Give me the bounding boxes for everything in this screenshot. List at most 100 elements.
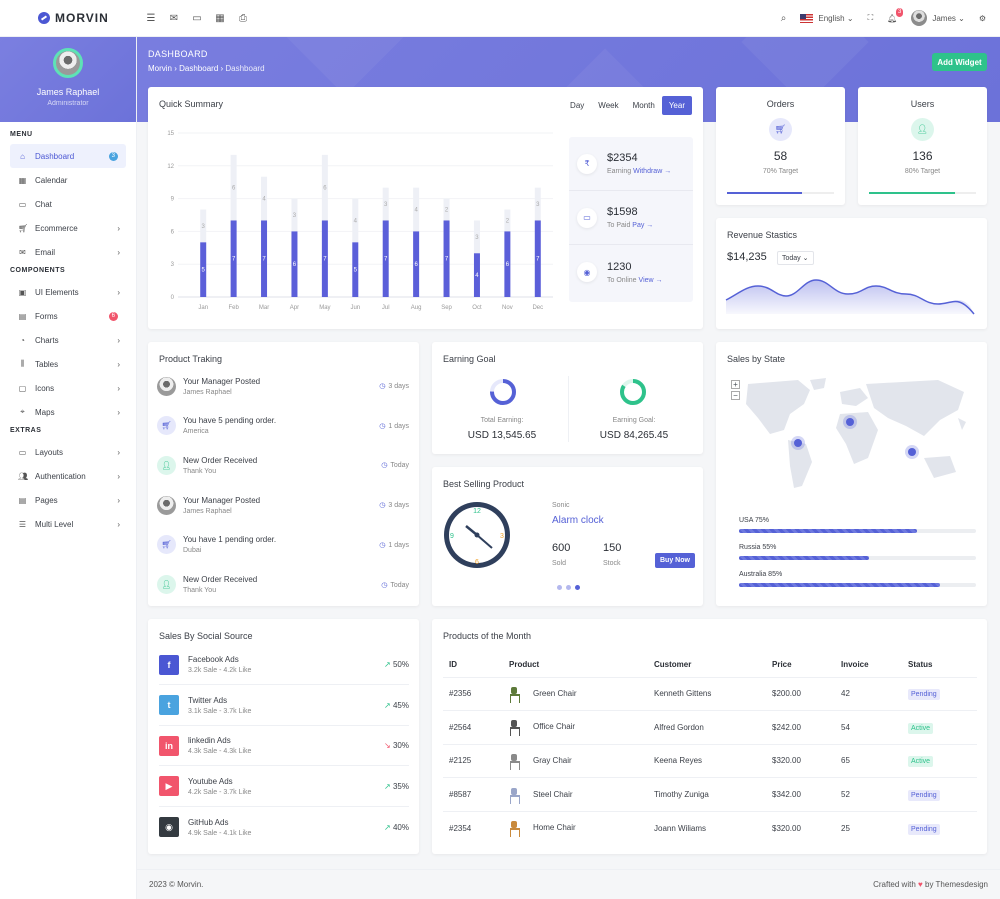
menu-toggle-icon[interactable]: ☰ — [146, 12, 156, 24]
list-item[interactable]: Your Manager Posted James Raphael ◷ 3 days — [157, 487, 409, 523]
goal-label: Earning Goal: — [612, 417, 656, 424]
bar-segment-bottom[interactable] — [443, 220, 450, 297]
sidebar-item-forms[interactable]: ▤ Forms 6 — [10, 304, 126, 328]
bar-segment-bottom[interactable] — [504, 231, 511, 297]
bar-segment-bottom[interactable] — [352, 242, 359, 297]
social-source-card: Sales By Social Source f Facebook Ads 3.2k… — [148, 619, 419, 854]
list-item[interactable]: ◉ GitHub Ads 4.9k Sale - 4.1k Like ↗ 40% — [159, 807, 409, 847]
sidebar-item-calendar[interactable]: ▦ Calendar — [10, 168, 126, 192]
mail-icon[interactable]: ✉ — [169, 12, 179, 24]
bar-segment-top[interactable] — [443, 198, 450, 221]
us-flag-icon — [800, 13, 814, 23]
state-label: Russia 55% — [739, 544, 777, 551]
crumb-section[interactable]: Dashboard — [179, 64, 219, 73]
list-item[interactable]: 👤︎ New Order Received Thank You ◷ Today — [157, 567, 409, 603]
buy-now-button[interactable]: Buy Now — [655, 553, 695, 568]
sidebar-item-email[interactable]: ✉ Email › — [10, 240, 126, 264]
language-select[interactable]: English ⌄ — [800, 13, 854, 23]
table-row[interactable]: #2564 Office Chair Alfred Gordon $242.00 54 A… — [443, 710, 977, 745]
sidebar-item-ecommerce[interactable]: 🛒︎ Ecommerce › — [10, 216, 126, 240]
add-widget-button[interactable]: Add Widget — [932, 53, 987, 71]
bar-segment-bottom[interactable] — [473, 253, 480, 297]
bar-segment-bottom[interactable] — [382, 220, 389, 297]
carousel-dot[interactable] — [566, 585, 571, 590]
list-item[interactable]: 👤︎ New Order Received Thank You ◷ Today — [157, 447, 409, 483]
chat-icon[interactable]: ▭ — [192, 12, 202, 24]
sidebar-avatar[interactable] — [53, 48, 83, 78]
stat-link[interactable]: View → — [638, 276, 663, 284]
list-item[interactable]: 🛒︎ You have 5 pending order. America ◷ 1 day… — [157, 408, 409, 444]
stat-link[interactable]: Withdraw → — [633, 168, 672, 175]
bar-segment-bottom[interactable] — [321, 220, 328, 297]
bar-segment-bottom[interactable] — [230, 220, 237, 297]
list-item[interactable]: f Facebook Ads 3.2k Sale - 4.2k Like ↗ 50% — [159, 645, 409, 685]
table-row[interactable]: #8587 Steel Chair Timothy Zuniga $342.00 52 P… — [443, 777, 977, 812]
search-icon[interactable]: ⌕ — [780, 12, 787, 24]
fullscreen-icon[interactable]: ⛶ — [867, 13, 874, 22]
zoom-out-button[interactable]: − — [731, 391, 740, 400]
time-label: Today — [390, 581, 409, 589]
notifications-button[interactable]: 🔔︎ 3 — [887, 7, 904, 23]
bar-data-label: 6 — [414, 262, 418, 268]
list-item[interactable]: ▶ Youtube Ads 4.2k Sale - 3.7k Like ↗ 35% — [159, 767, 409, 807]
time-label: 1 days — [388, 422, 409, 430]
bar-segment-top[interactable] — [382, 187, 389, 221]
sidebar-item-ui-elements[interactable]: ▣ UI Elements › — [10, 280, 126, 304]
tab-week[interactable]: Week — [598, 101, 619, 110]
table-row[interactable]: #2125 Gray Chair Keena Reyes $320.00 65 Activ… — [443, 744, 977, 779]
bar-segment-top[interactable] — [230, 154, 237, 221]
sidebar-item-pages[interactable]: ▤ Pages › — [10, 488, 126, 512]
bar-segment-top[interactable] — [473, 220, 480, 254]
table-row[interactable]: #2356 Green Chair Kenneth Gittens $200.00 42… — [443, 677, 977, 712]
sidebar-item-charts[interactable]: ◔ Charts › — [10, 328, 126, 352]
chair-icon — [509, 686, 520, 703]
bar-segment-top[interactable] — [413, 187, 420, 232]
sidebar-item-layouts[interactable]: ▭ Layouts › — [10, 440, 126, 464]
tab-day[interactable]: Day — [570, 101, 585, 110]
bar-segment-top[interactable] — [504, 209, 511, 232]
bar-segment-top[interactable] — [321, 154, 328, 221]
table-row[interactable]: #2354 Home Chair Joann Wiliams $320.00 25 Pen… — [443, 811, 977, 845]
product-name[interactable]: Alarm clock — [552, 515, 604, 526]
print-icon[interactable]: ⎙ — [239, 12, 247, 24]
carousel-dot[interactable] — [575, 585, 580, 590]
stat-link[interactable]: Pay → — [632, 222, 654, 229]
bar-segment-bottom[interactable] — [200, 242, 207, 297]
list-item[interactable]: in linkedin Ads 4.3k Sale - 4.3k Like ↘ 30% — [159, 726, 409, 767]
progress-bar — [739, 529, 976, 533]
carousel-dot[interactable] — [557, 585, 562, 590]
cell-price: $200.00 — [766, 677, 835, 712]
bar-segment-bottom[interactable] — [413, 231, 420, 297]
zoom-in-button[interactable]: + — [731, 380, 740, 389]
sidebar-item-maps[interactable]: ⌖ Maps › — [10, 400, 126, 424]
bar-segment-top[interactable] — [291, 198, 298, 232]
bar-segment-bottom[interactable] — [291, 231, 298, 297]
list-item[interactable]: t Twitter Ads 3.1k Sale - 3.7k Like ↗ 45% — [159, 686, 409, 726]
settings-icon[interactable]: ⚙ — [978, 13, 986, 23]
list-item[interactable]: 🛒︎ You have 1 pending order. Dubai ◷ 1 days — [157, 527, 409, 563]
bar-segment-top[interactable] — [534, 187, 541, 221]
bar-segment-top[interactable] — [352, 198, 359, 243]
sidebar-item-chat[interactable]: ▭ Chat — [10, 192, 126, 216]
sidebar-item-tables[interactable]: ⫼ Tables › — [10, 352, 126, 376]
sidebar-item-multi-level[interactable]: ☰ Multi Level › — [10, 512, 126, 536]
bar-segment-bottom[interactable] — [261, 220, 268, 297]
sidebar-item-icons[interactable]: ▢ Icons › — [10, 376, 126, 400]
sidebar-item-dashboard[interactable]: ⌂ Dashboard 3 — [10, 144, 126, 168]
bar-segment-bottom[interactable] — [534, 220, 541, 297]
tab-year[interactable]: Year — [661, 96, 692, 115]
bar-segment-top[interactable] — [261, 176, 268, 221]
calendar-icon[interactable]: ▦ — [215, 12, 225, 24]
stat-label: To Online View → — [607, 276, 663, 284]
bar-data-label: 3 — [293, 213, 297, 219]
sidebar-item-authentication[interactable]: 👥︎ Authentication › — [10, 464, 126, 488]
percent-value: 35% — [392, 781, 409, 791]
user-menu[interactable]: James ⌄ — [911, 10, 965, 26]
credits-post[interactable]: by Themesdesign — [925, 880, 988, 889]
period-select[interactable]: Today ⌄ — [777, 251, 814, 265]
crumb-root[interactable]: Morvin — [148, 64, 173, 73]
bar-segment-top[interactable] — [200, 209, 207, 243]
list-item[interactable]: Your Manager Posted James Raphael ◷ 3 days — [157, 368, 409, 404]
brand-logo[interactable]: MORVIN — [0, 11, 137, 25]
tab-month[interactable]: Month — [632, 101, 655, 110]
